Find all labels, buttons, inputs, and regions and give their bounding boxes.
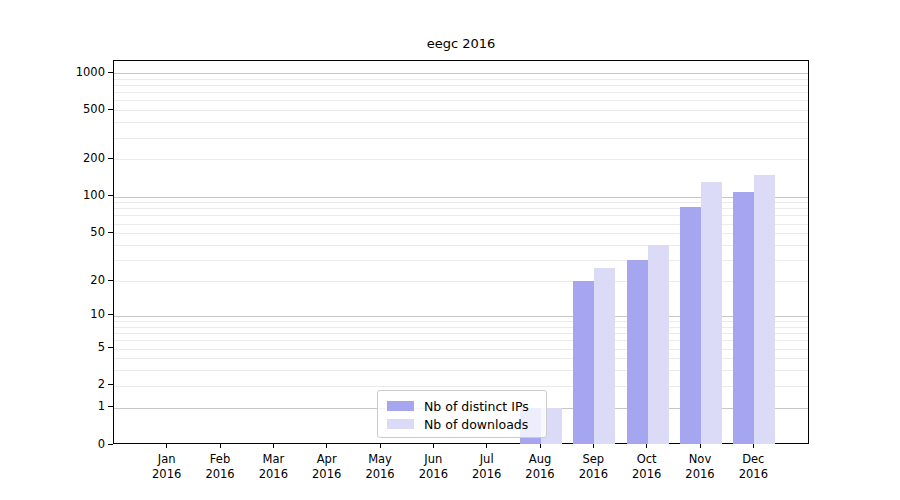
legend-label: Nb of downloads bbox=[424, 417, 528, 432]
y-tick-label: 10 bbox=[0, 307, 105, 321]
y-tick-mark bbox=[108, 406, 113, 407]
x-tick-mark bbox=[380, 444, 381, 448]
y-tick-label: 50 bbox=[0, 225, 105, 239]
y-tick-mark bbox=[108, 72, 113, 73]
y-tick-mark bbox=[108, 314, 113, 315]
y-tick-mark bbox=[108, 384, 113, 385]
plot-area bbox=[113, 60, 809, 444]
y-tick-label: 1 bbox=[0, 399, 105, 413]
bar-downloads bbox=[701, 182, 722, 444]
y-tick-label: 500 bbox=[0, 102, 105, 116]
y-tick-mark bbox=[108, 280, 113, 281]
y-tick-mark bbox=[108, 444, 113, 445]
figure: eegc 2016 0 1 2 5 10 20 50 100 200 500 1000 Jan 20… bbox=[0, 0, 900, 500]
minor-gridline bbox=[114, 92, 808, 93]
x-tick-label: Sep 2016 bbox=[566, 452, 620, 482]
legend-swatch-distinct-ips bbox=[387, 401, 414, 411]
minor-gridline bbox=[114, 85, 808, 86]
bar-distinct-ips bbox=[627, 260, 648, 444]
y-tick-mark bbox=[108, 109, 113, 110]
minor-gridline bbox=[114, 122, 808, 123]
x-tick-mark bbox=[540, 444, 541, 448]
x-tick-mark bbox=[700, 444, 701, 448]
bar-downloads bbox=[594, 268, 615, 444]
x-tick-label: Apr 2016 bbox=[300, 452, 354, 482]
minor-gridline bbox=[114, 110, 808, 111]
x-tick-mark bbox=[753, 444, 754, 448]
x-tick-mark bbox=[220, 444, 221, 448]
minor-gridline bbox=[114, 138, 808, 139]
bar-distinct-ips bbox=[573, 281, 594, 444]
x-tick-label: Aug 2016 bbox=[513, 452, 567, 482]
x-tick-mark bbox=[326, 444, 327, 448]
y-tick-label: 5 bbox=[0, 340, 105, 354]
legend-item-downloads: Nb of downloads bbox=[387, 415, 538, 433]
y-tick-label: 100 bbox=[0, 188, 105, 202]
bar-downloads bbox=[648, 245, 669, 444]
y-tick-mark bbox=[108, 347, 113, 348]
legend-swatch-downloads bbox=[387, 419, 414, 429]
minor-gridline bbox=[114, 100, 808, 101]
bar-distinct-ips bbox=[680, 207, 701, 444]
minor-gridline bbox=[114, 79, 808, 80]
x-tick-mark bbox=[433, 444, 434, 448]
y-tick-label: 2 bbox=[0, 377, 105, 391]
x-tick-label: Dec 2016 bbox=[726, 452, 780, 482]
y-tick-label: 20 bbox=[0, 273, 105, 287]
legend: Nb of distinct IPs Nb of downloads bbox=[377, 390, 547, 438]
chart-title: eegc 2016 bbox=[113, 36, 809, 51]
x-tick-mark bbox=[593, 444, 594, 448]
y-tick-label: 200 bbox=[0, 151, 105, 165]
x-tick-label: Mar 2016 bbox=[246, 452, 300, 482]
x-tick-mark bbox=[273, 444, 274, 448]
x-tick-label: Feb 2016 bbox=[193, 452, 247, 482]
major-gridline bbox=[114, 73, 808, 74]
y-tick-mark bbox=[108, 232, 113, 233]
y-tick-label: 1000 bbox=[0, 65, 105, 79]
y-tick-mark bbox=[108, 158, 113, 159]
y-tick-label: 0 bbox=[0, 437, 105, 451]
x-tick-label: Jan 2016 bbox=[140, 452, 194, 482]
legend-item-distinct-ips: Nb of distinct IPs bbox=[387, 397, 538, 415]
x-tick-label: Jun 2016 bbox=[406, 452, 460, 482]
x-tick-mark bbox=[646, 444, 647, 448]
x-tick-label: May 2016 bbox=[353, 452, 407, 482]
legend-label: Nb of distinct IPs bbox=[424, 399, 529, 414]
x-tick-label: Nov 2016 bbox=[673, 452, 727, 482]
bar-distinct-ips bbox=[733, 192, 754, 444]
x-tick-label: Jul 2016 bbox=[460, 452, 514, 482]
minor-gridline bbox=[114, 159, 808, 160]
x-tick-mark bbox=[166, 444, 167, 448]
bar-downloads bbox=[754, 175, 775, 444]
x-tick-label: Oct 2016 bbox=[620, 452, 674, 482]
x-tick-mark bbox=[486, 444, 487, 448]
y-tick-mark bbox=[108, 195, 113, 196]
